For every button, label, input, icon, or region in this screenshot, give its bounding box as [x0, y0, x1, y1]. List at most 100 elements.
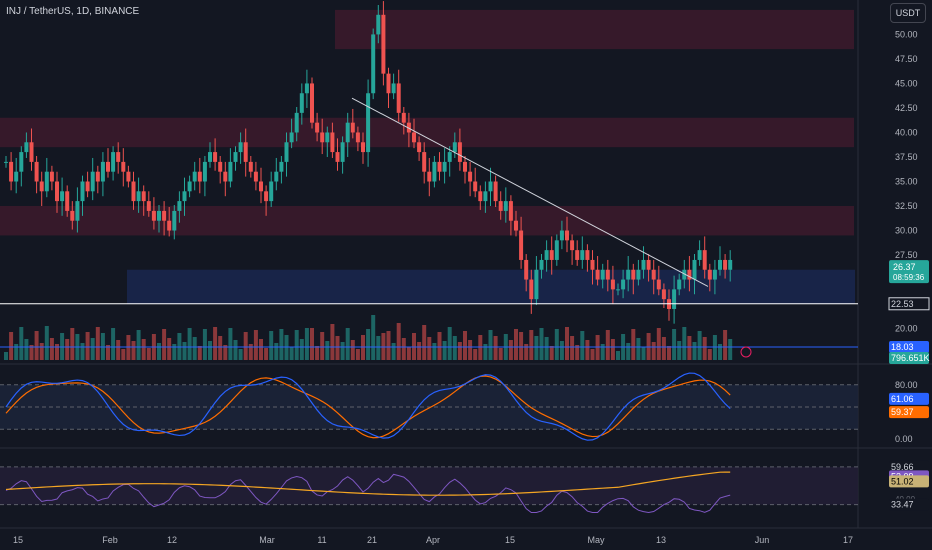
time-tick: 17 [843, 535, 853, 545]
volume-bar [575, 345, 580, 360]
candle [243, 142, 248, 162]
candle [381, 14, 386, 74]
candle [422, 152, 427, 172]
volume-bar [401, 338, 406, 360]
candle [279, 161, 284, 172]
candle [34, 161, 39, 182]
candle [621, 279, 626, 290]
volume-bar [95, 327, 100, 360]
stoch-tick: 80.00 [895, 380, 918, 390]
candle [570, 240, 575, 251]
volume-bar [366, 329, 371, 360]
volume-bar [55, 344, 59, 360]
volume-bar [182, 342, 187, 360]
candle [9, 161, 14, 182]
volume-bar [524, 344, 529, 360]
volume-bar [483, 344, 488, 360]
candle [111, 152, 116, 172]
volume-bar [457, 342, 462, 360]
candle [325, 132, 330, 143]
volume-bar [9, 332, 14, 360]
candle [289, 132, 294, 143]
candle [488, 181, 493, 192]
candle [585, 250, 590, 260]
volume-bar [274, 343, 279, 360]
candle [253, 171, 258, 182]
time-tick: 21 [367, 535, 377, 545]
candle [610, 279, 615, 290]
volume-bar [335, 336, 340, 360]
volume-bar [116, 340, 121, 360]
candle [187, 181, 192, 192]
volume-bar [330, 324, 335, 360]
rsi-line [5, 473, 731, 513]
candle [294, 112, 299, 133]
candle [559, 230, 564, 241]
candle [616, 289, 620, 291]
candle [646, 259, 651, 270]
candle [386, 73, 391, 94]
volume-bar [279, 329, 284, 360]
volume-bar [106, 345, 110, 360]
candle [146, 201, 151, 211]
volume-bar [498, 348, 503, 360]
volume-bar [157, 343, 161, 360]
volume-bar [85, 332, 90, 360]
candle [304, 83, 309, 94]
candle [233, 152, 238, 162]
candle [80, 181, 85, 202]
candle [580, 250, 585, 260]
price-tick: 27.50 [895, 250, 918, 260]
volume-bar [44, 326, 49, 360]
candle [95, 171, 100, 182]
candle [672, 289, 677, 309]
resistance-zone [0, 206, 854, 236]
volume-bar [682, 327, 687, 360]
candle [478, 191, 483, 202]
volume-bar [697, 331, 702, 360]
time-tick: 13 [656, 535, 666, 545]
candle [141, 191, 146, 202]
candle [707, 269, 712, 280]
volume-bar [320, 332, 325, 360]
rsi-lower-label-bg [889, 498, 929, 511]
volume-bar [687, 336, 692, 360]
candle [274, 171, 279, 182]
volume-bar [570, 336, 575, 360]
time-tick: Mar [259, 535, 275, 545]
candle [85, 181, 90, 192]
candle [626, 269, 631, 280]
resistance-zone [0, 117, 854, 148]
candle [70, 210, 75, 221]
candle [228, 161, 233, 182]
volume-bar [197, 346, 202, 360]
volume-ma-label-bg [889, 341, 929, 353]
volume-bar [131, 341, 136, 360]
candle [340, 142, 345, 162]
rsi-ma-label-bg [889, 475, 929, 488]
candle [284, 142, 289, 162]
candle [310, 83, 314, 123]
candle [575, 250, 580, 260]
volume-bar [718, 344, 722, 360]
price-tick: 47.50 [895, 54, 918, 64]
volume-bar [692, 342, 697, 360]
candle [549, 250, 554, 260]
volume-bar [376, 336, 381, 360]
price-tick: 42.50 [895, 103, 918, 113]
volume-bar [728, 339, 733, 360]
candle [651, 269, 656, 280]
currency-button[interactable]: USDT [890, 3, 926, 23]
volume-bar [345, 328, 350, 360]
volume-bar [289, 347, 294, 360]
volume-bar [65, 339, 70, 360]
candle [600, 269, 605, 280]
volume-bar [549, 346, 554, 360]
last-price-label: 26.37 [893, 262, 916, 272]
volume-bar [121, 349, 126, 360]
candle [661, 289, 666, 300]
candle [24, 142, 29, 153]
price-tick: 32.50 [895, 201, 918, 211]
candle [503, 201, 508, 211]
